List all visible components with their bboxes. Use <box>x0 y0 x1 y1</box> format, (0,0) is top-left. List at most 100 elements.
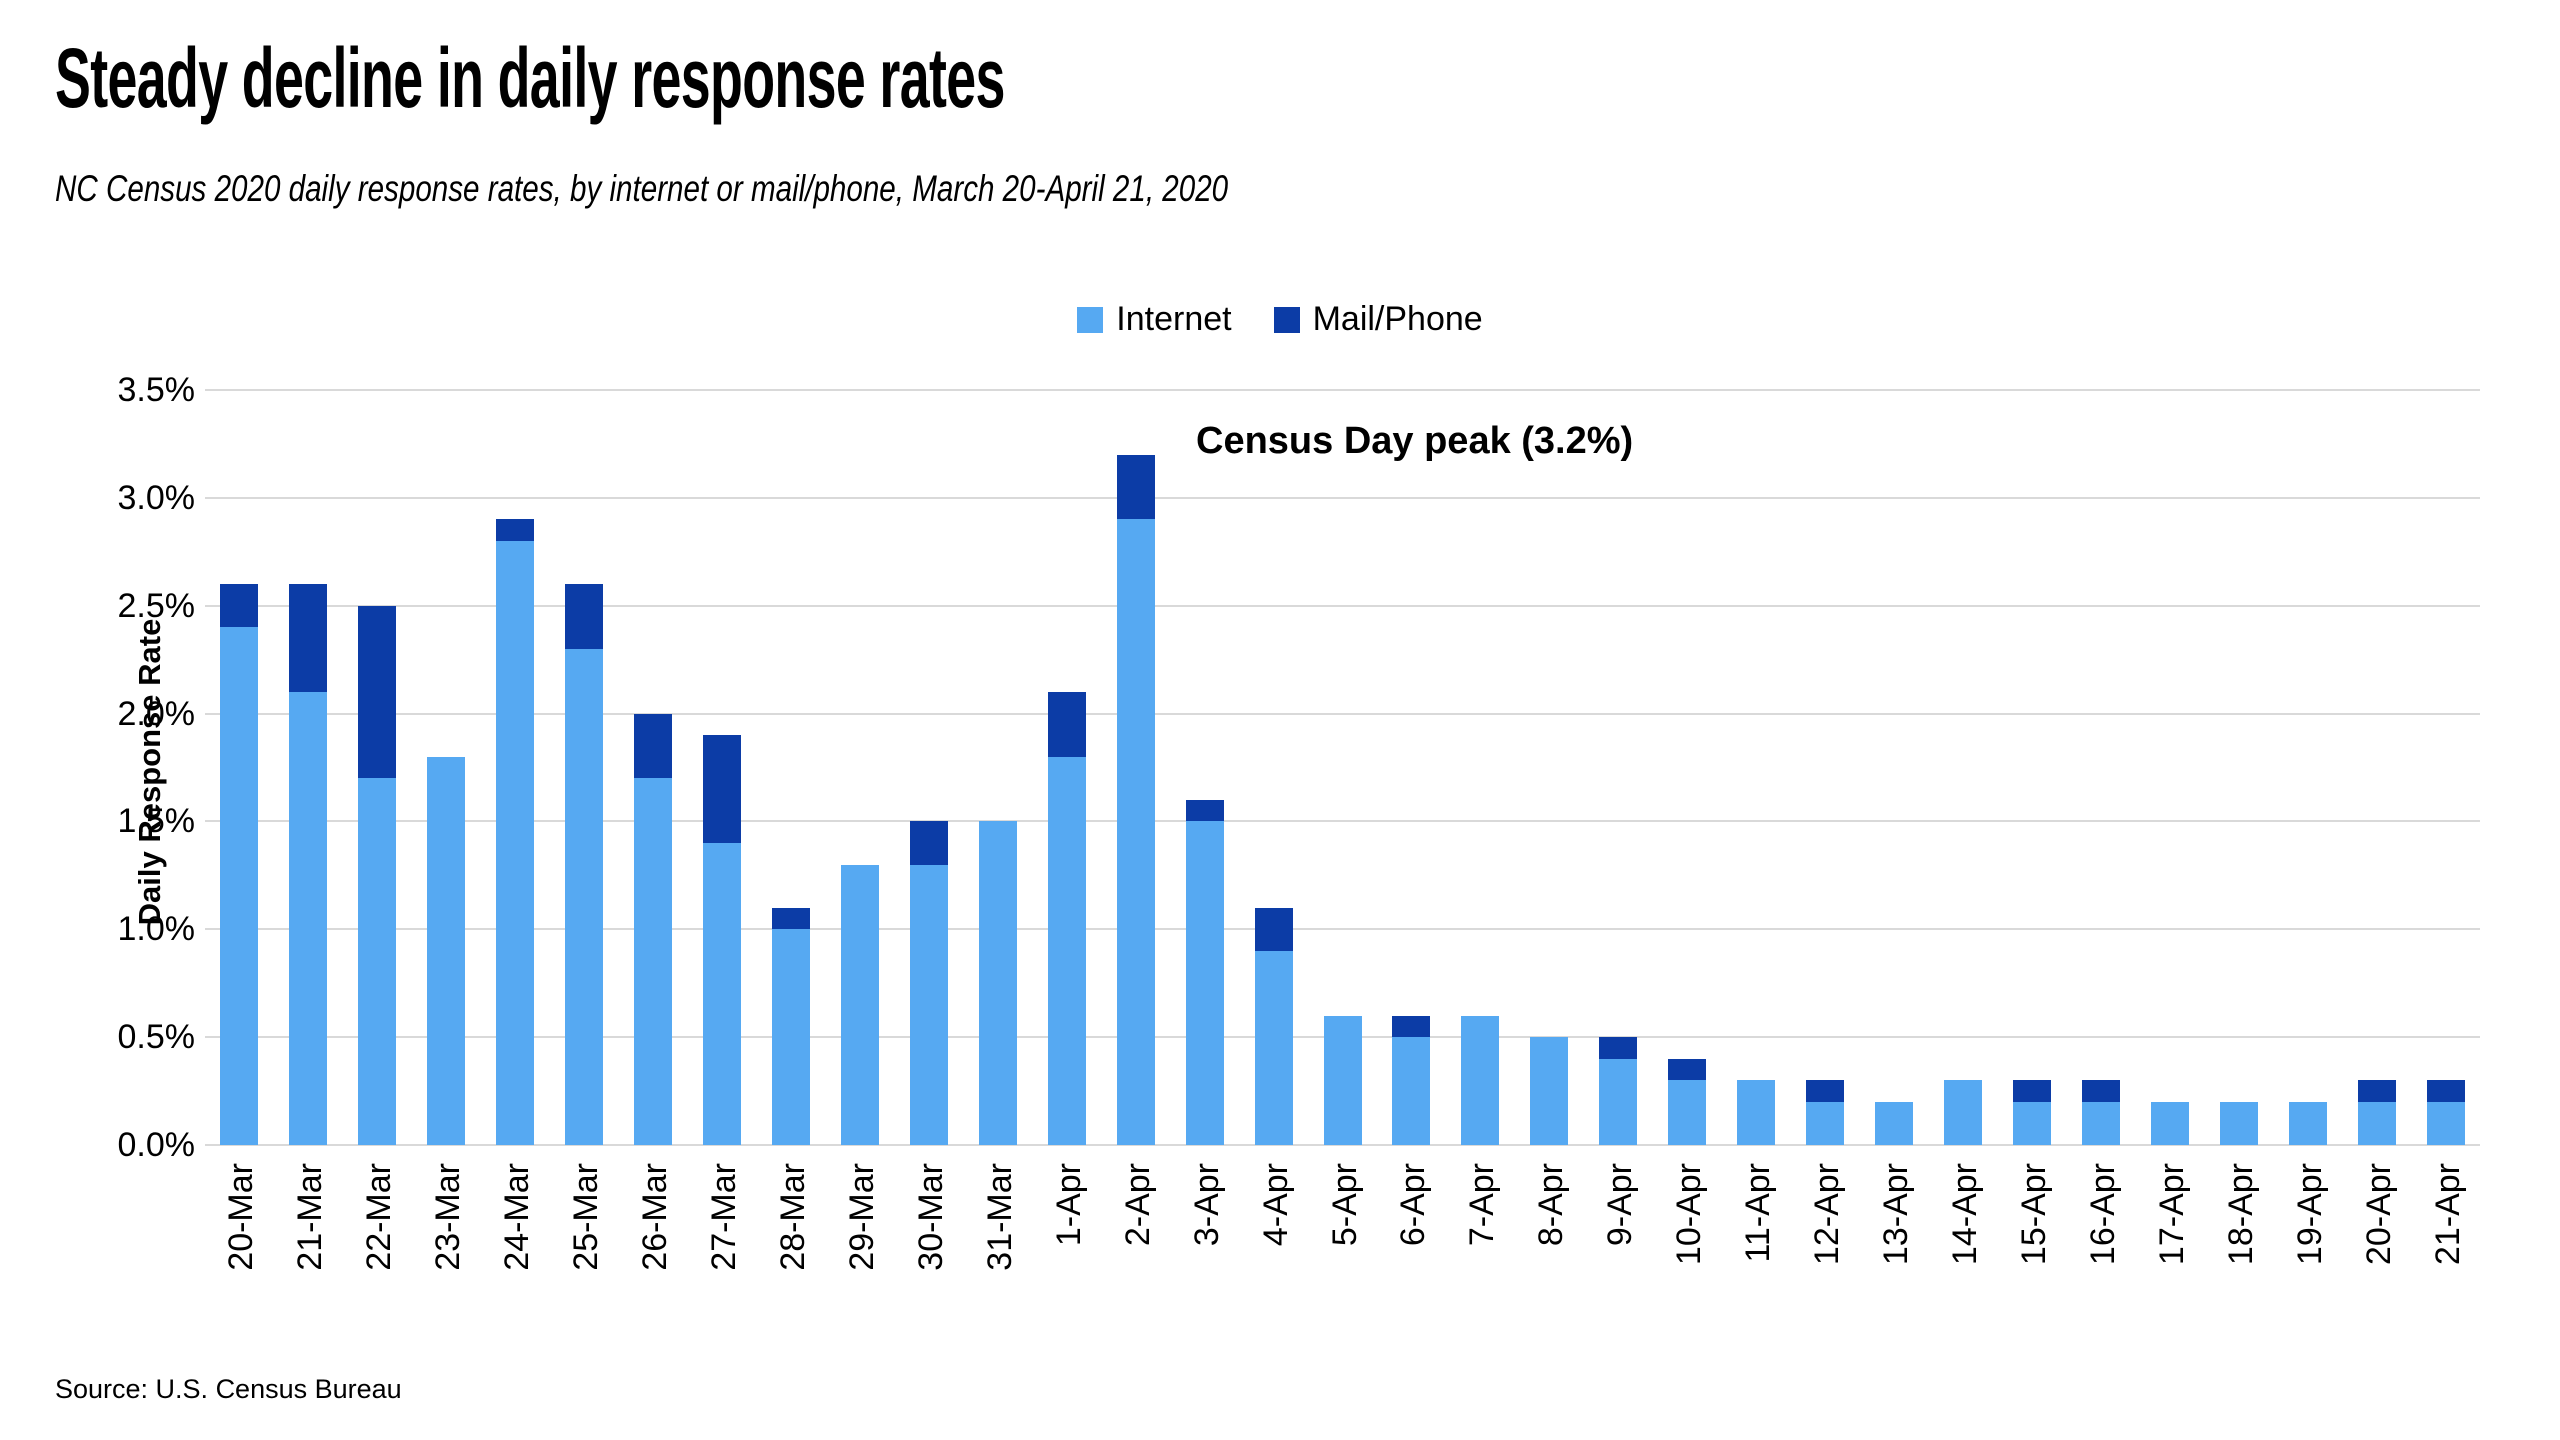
bar-segment-mail-phone <box>2426 1080 2465 1102</box>
x-tick-label: 22-Mar <box>360 1163 399 1271</box>
x-tick-label: 4-Apr <box>1256 1163 1295 1247</box>
bar-segment-internet <box>565 648 604 1145</box>
bar-segment-internet <box>2288 1101 2327 1145</box>
census-day-peak-annotation: Census Day peak (3.2%) <box>1196 420 1634 462</box>
x-tick-label: 13-Apr <box>1877 1163 1915 1266</box>
y-tick-label: 0.5% <box>117 1018 196 1057</box>
x-tick-label: 27-Mar <box>705 1163 744 1271</box>
bar-segment-mail-phone <box>2012 1080 2051 1102</box>
x-tick-label: 5-Apr <box>1325 1163 1364 1247</box>
x-tick-label: 12-Apr <box>1808 1163 1847 1266</box>
bar-segment-mail-phone <box>1116 454 1155 520</box>
bar-segment-internet <box>1875 1101 1913 1145</box>
bar-segment-internet <box>2081 1101 2120 1145</box>
x-tick-label: 21-Mar <box>291 1163 330 1271</box>
y-tick-label: 1.0% <box>117 910 196 949</box>
bar-segment-internet <box>220 627 259 1145</box>
x-tick-label: 20-Mar <box>222 1163 261 1271</box>
legend-item-internet: Internet <box>1077 300 1232 339</box>
bar-segment-mail-phone <box>703 735 742 843</box>
y-tick-label: 3.5% <box>117 371 196 409</box>
x-tick-label: 10-Apr <box>1670 1163 1709 1266</box>
legend-item-mail-phone: Mail/Phone <box>1273 300 1483 339</box>
gridline <box>205 928 2480 931</box>
legend-swatch-mail-phone-icon <box>1273 306 1300 333</box>
bar-segment-mail-phone <box>289 584 328 692</box>
bar-segment-mail-phone <box>1047 692 1086 757</box>
bar-segment-mail-phone <box>1599 1037 1638 1059</box>
bar-segment-internet <box>1599 1058 1638 1145</box>
y-tick-label: 2.5% <box>117 586 196 625</box>
y-tick-label: 2.0% <box>117 694 196 733</box>
chart-subtitle: NC Census 2020 daily response rates, by … <box>55 168 1229 209</box>
x-tick-label: 16-Apr <box>2083 1163 2122 1266</box>
gridline <box>205 389 2480 391</box>
bar-segment-mail-phone <box>565 584 604 649</box>
bar-segment-internet <box>2426 1101 2465 1145</box>
chart-legend: Internet Mail/Phone <box>0 300 2560 339</box>
bar-segment-internet <box>1668 1080 1707 1145</box>
bar-segment-mail-phone <box>1668 1058 1707 1081</box>
x-tick-label: 29-Mar <box>842 1163 881 1271</box>
bar-segment-internet <box>1392 1037 1431 1145</box>
x-tick-label: 31-Mar <box>980 1163 1019 1271</box>
bar-segment-internet <box>634 778 673 1145</box>
bar-segment-internet <box>1323 1015 1362 1145</box>
legend-swatch-internet-icon <box>1077 306 1104 333</box>
bar-segment-internet <box>1254 950 1293 1145</box>
bar-segment-internet <box>2357 1101 2396 1145</box>
x-tick-label: 17-Apr <box>2152 1163 2191 1266</box>
x-tick-label: 3-Apr <box>1187 1163 1226 1247</box>
bar-segment-internet <box>358 778 397 1145</box>
bar-segment-internet <box>703 843 742 1145</box>
y-axis-title: Daily Response Rate <box>132 618 167 926</box>
source-note: Source: U.S. Census Bureau <box>55 1374 402 1404</box>
bar-segment-mail-phone <box>1185 799 1224 822</box>
bar-segment-mail-phone <box>771 907 810 930</box>
bar-segment-internet <box>771 929 810 1145</box>
bar-segment-mail-phone <box>1254 907 1293 951</box>
x-tick-label: 26-Mar <box>636 1163 675 1271</box>
legend-label-mail-phone: Mail/Phone <box>1312 300 1483 338</box>
chart-title: Steady decline in daily response rates <box>55 31 1005 125</box>
x-tick-label: 25-Mar <box>567 1163 606 1271</box>
x-tick-label: 2-Apr <box>1118 1163 1157 1247</box>
x-tick-label: 23-Mar <box>429 1163 468 1271</box>
bar-segment-internet <box>427 756 466 1145</box>
bar-segment-internet <box>1530 1037 1569 1145</box>
x-tick-label: 9-Apr <box>1601 1163 1640 1247</box>
bar-segment-internet <box>2219 1101 2258 1145</box>
x-tick-label: 18-Apr <box>2221 1163 2260 1266</box>
bar-segment-mail-phone <box>1806 1080 1845 1102</box>
bar-segment-internet <box>1737 1080 1776 1145</box>
x-tick-label: 6-Apr <box>1394 1163 1433 1247</box>
bar-segment-internet <box>1943 1080 1982 1145</box>
bar-segment-internet <box>1047 756 1086 1145</box>
y-tick-label: 0.0% <box>117 1126 196 1164</box>
bar-segment-internet <box>2150 1101 2189 1145</box>
x-tick-label: 28-Mar <box>773 1163 812 1271</box>
x-tick-label: 20-Apr <box>2359 1163 2398 1266</box>
gridline <box>205 496 2480 499</box>
gridline <box>205 604 2480 607</box>
bar-segment-mail-phone <box>496 519 535 541</box>
gridline <box>205 1144 2480 1146</box>
bar-segment-internet <box>1185 821 1224 1145</box>
bar-segment-mail-phone <box>1392 1015 1431 1038</box>
bar-segment-internet <box>1116 519 1155 1145</box>
y-tick-label: 3.0% <box>117 478 196 517</box>
x-tick-label: 8-Apr <box>1532 1163 1571 1247</box>
y-tick-label: 1.5% <box>117 802 196 841</box>
bar-segment-mail-phone <box>2081 1080 2120 1102</box>
gridline <box>205 820 2480 823</box>
x-tick-label: 24-Mar <box>498 1163 537 1271</box>
gridline <box>205 712 2480 715</box>
legend-label-internet: Internet <box>1116 300 1232 338</box>
bar-segment-internet <box>1461 1015 1500 1145</box>
x-tick-label: 14-Apr <box>1945 1163 1984 1266</box>
x-tick-label: 11-Apr <box>1739 1163 1778 1263</box>
bar-segment-internet <box>1806 1101 1845 1145</box>
bar-segment-mail-phone <box>909 821 948 865</box>
